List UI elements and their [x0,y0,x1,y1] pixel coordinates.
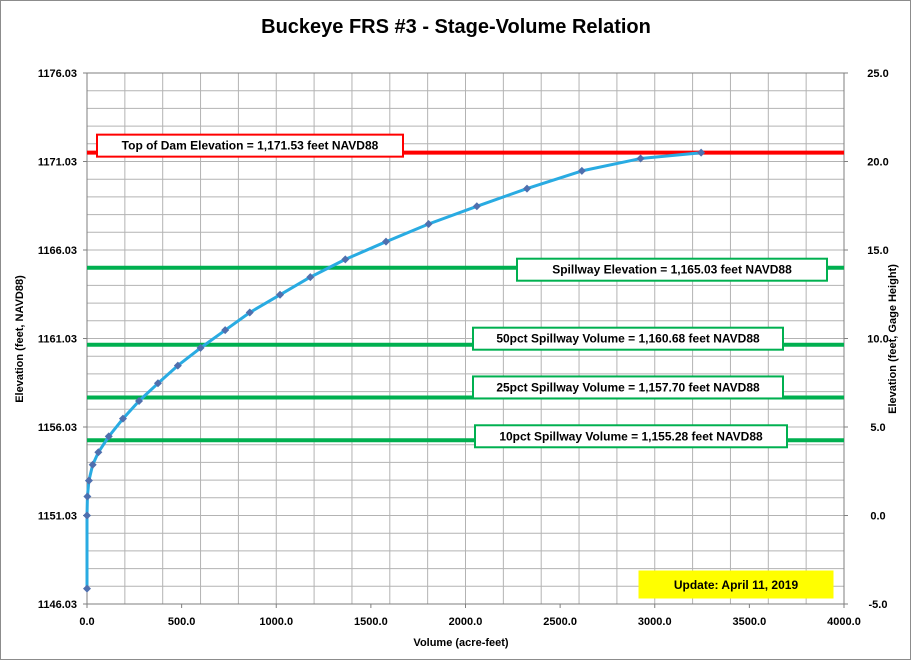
y-tick-label: 1176.03 [38,68,77,80]
y2-tick-label: 0.0 [870,511,885,523]
update-badge [638,570,834,599]
y-axis-label: Elevation (feet, NAVD88) [14,275,26,403]
x-axis-ticks: 0.0 500.0 1000.0 1500.0 2000.0 2500.0 3000.0 35… [79,604,861,628]
data-point [104,432,113,441]
y-tick-label: 1156.03 [38,422,77,434]
annotation-label: Spillway Elevation = 1,165.03 feet NAVD8… [552,263,792,277]
y2-axis-label: Elevation (feet, Gage Height) [887,264,899,414]
y2-tick-label: 20.0 [867,157,888,169]
x-tick-label: 1000.0 [259,616,293,628]
x-axis-label: Volume (acre-feet) [413,637,508,649]
x-tick-label: 1500.0 [354,616,388,628]
annotation-label: 50pct Spillway Volume = 1,160.68 feet NA… [496,332,760,346]
annotation-label: 10pct Spillway Volume = 1,155.28 feet NA… [499,429,763,443]
annotation-box [472,375,784,400]
data-point [153,379,162,388]
data-point [306,273,315,282]
y-axis-ticks: 1146.03 1151.03 1156.03 1161.03 1166.03 1171.… [38,68,87,611]
data-point [118,414,127,423]
data-point [88,460,97,469]
data-point [245,308,254,317]
y2-tick-label: -5.0 [869,599,888,611]
x-tick-label: 2000.0 [449,616,483,628]
data-point [424,219,433,228]
annotation-box [96,133,404,158]
y2-axis-ticks: -5.0 0.0 5.0 10.0 15.0 20.0 25.0 [844,68,889,611]
y2-tick-label: 10.0 [867,334,888,346]
y-tick-label: 1161.03 [38,334,77,346]
data-point [472,202,481,211]
data-point [636,154,645,163]
data-point [94,448,103,457]
y2-tick-label: 5.0 [870,422,885,434]
data-point [276,290,285,299]
update-label: Update: April 11, 2019 [674,578,799,592]
data-point [382,237,391,246]
stage-volume-line [85,151,702,589]
x-tick-label: 500.0 [168,616,196,628]
y-tick-label: 1171.03 [38,157,77,169]
data-point [523,184,532,193]
y2-tick-label: 15.0 [867,245,888,257]
data-point [84,476,93,485]
y-tick-label: 1151.03 [38,511,77,523]
data-point [83,584,91,593]
annotations: Top of Dam Elevation = 1,171.53 feet NAV… [96,133,834,599]
y-tick-label: 1146.03 [38,599,77,611]
data-point [83,511,91,520]
annotation-box [516,257,828,282]
data-point [697,148,706,157]
y2-tick-label: 25.0 [867,68,888,80]
y-tick-label: 1166.03 [38,245,77,257]
x-tick-label: 4000.0 [827,616,861,628]
data-point [196,343,205,352]
series [83,148,706,593]
data-point [341,255,350,264]
data-point [173,361,182,370]
data-point [577,166,586,175]
annotation-label: 25pct Spillway Volume = 1,157.70 feet NA… [496,380,760,394]
data-point [83,492,92,501]
chart-title: Buckeye FRS #3 - Stage-Volume Relation [261,16,651,38]
annotation-label: Top of Dam Elevation = 1,171.53 feet NAV… [122,139,379,153]
x-tick-label: 2500.0 [543,616,577,628]
x-tick-label: 3500.0 [733,616,767,628]
x-tick-label: 3000.0 [638,616,672,628]
annotation-box [472,326,784,351]
data-point [135,396,144,405]
data-point [221,326,230,335]
annotation-box [474,424,788,449]
x-tick-label: 0.0 [79,616,94,628]
